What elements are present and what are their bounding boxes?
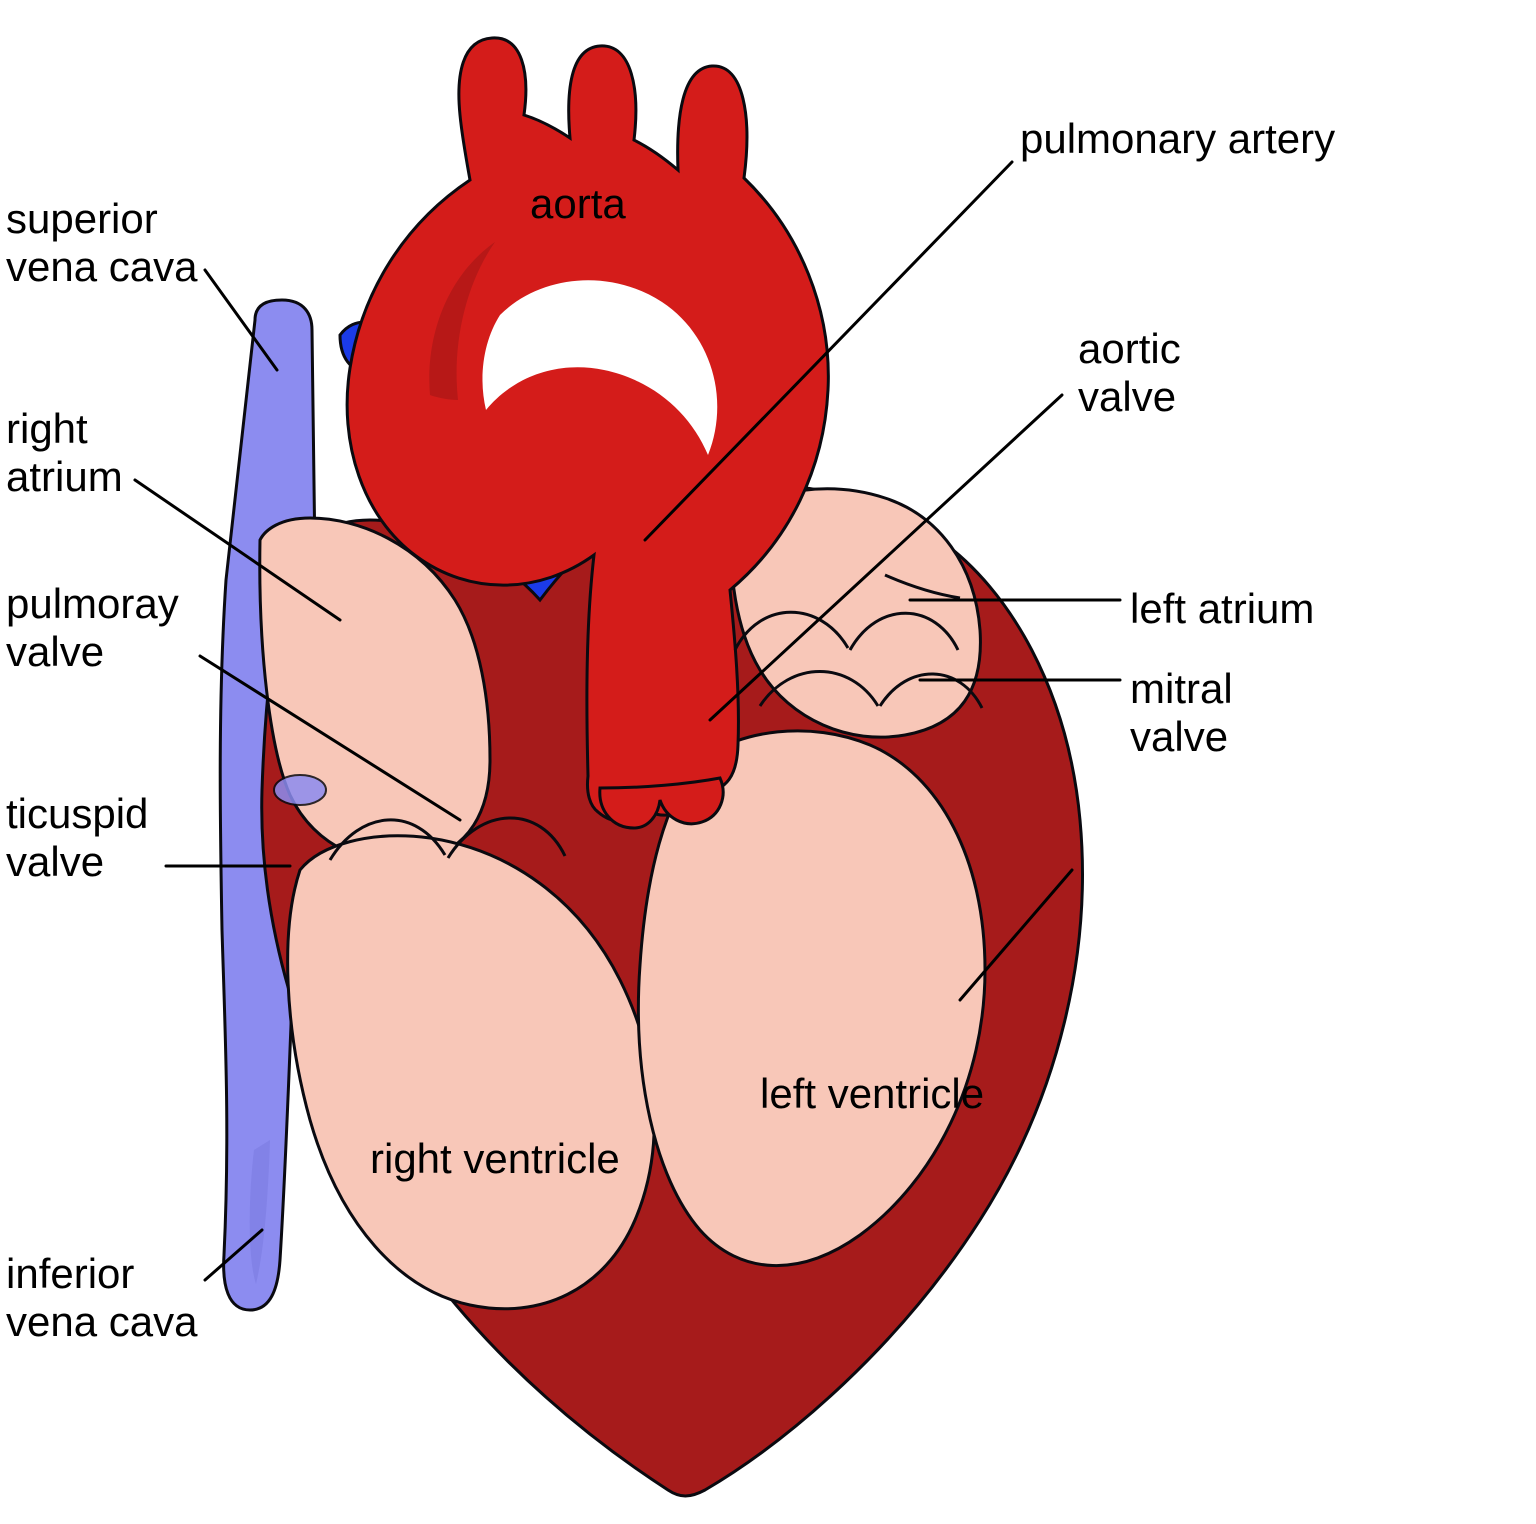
label-right-atrium: right atrium — [6, 405, 123, 502]
label-inferior-vena-cava: inferior vena cava — [6, 1250, 197, 1347]
label-left-ventricle: left ventricle — [760, 1070, 984, 1118]
label-ticuspid-valve: ticuspid valve — [6, 790, 148, 887]
label-pulmonary-artery: pulmonary artery — [1020, 115, 1335, 163]
label-mitral-valve: mitral valve — [1130, 665, 1233, 762]
label-superior-vena-cava: superior vena cava — [6, 195, 197, 292]
label-pulmoray-valve: pulmoray valve — [6, 580, 179, 677]
label-left-atrium: left atrium — [1130, 585, 1314, 633]
heart-svg — [0, 0, 1536, 1524]
label-right-ventricle: right ventricle — [370, 1135, 620, 1183]
label-aortic-valve: aortic valve — [1078, 325, 1181, 422]
heart-diagram: aorta pulmonary artery superior vena cav… — [0, 0, 1536, 1524]
valve-blob — [274, 775, 326, 805]
label-aorta: aorta — [530, 180, 626, 228]
